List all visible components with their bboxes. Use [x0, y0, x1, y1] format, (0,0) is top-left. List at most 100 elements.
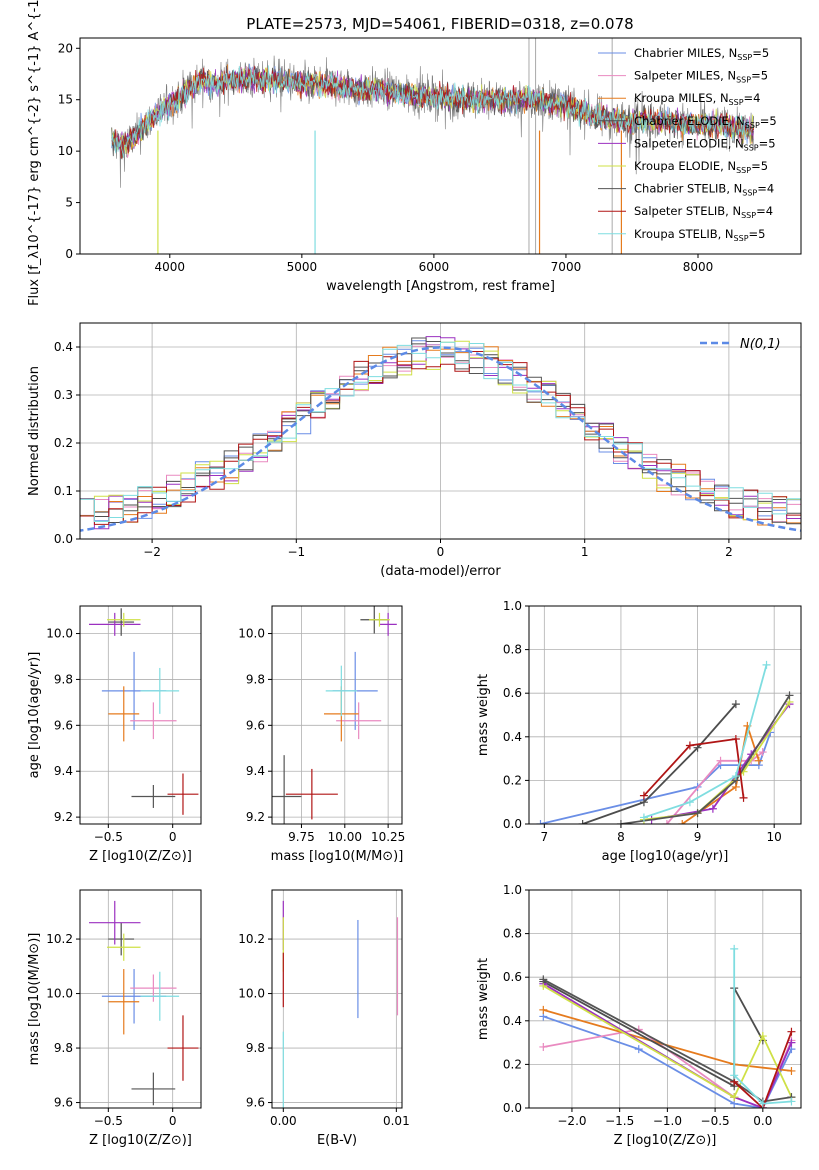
x-axis-label: Z [log10(Z/Z⊙)] — [614, 1133, 717, 1148]
legend-entry: Kroupa STELIB, NSSP=5 — [634, 227, 765, 243]
y-tick-label: 9.6 — [246, 1096, 265, 1110]
axes-frame — [528, 889, 802, 1109]
axes-frame — [271, 605, 403, 825]
normal-reference-curve — [80, 346, 801, 532]
weight-marker — [678, 820, 687, 824]
x-tick-label: 0.00 — [270, 1114, 297, 1128]
y-tick-label: 9.6 — [54, 718, 73, 732]
plot-area — [89, 608, 199, 815]
y-tick-label: 9.8 — [54, 1041, 73, 1055]
weight-marker — [785, 691, 794, 700]
x-axis-label: age [log10(age/yr)] — [602, 849, 729, 864]
weight-marker — [731, 700, 740, 709]
y-tick-label: 0.4 — [54, 340, 73, 354]
legend-entry: Chabrier MILES, NSSP=5 — [634, 46, 769, 62]
x-tick-label: 4000 — [155, 260, 186, 274]
y-tick-label: 9.4 — [54, 764, 73, 778]
y-tick-label: 9.2 — [54, 810, 73, 824]
x-tick-label: −0.5 — [94, 830, 123, 844]
errorbar-point — [130, 974, 177, 1002]
x-axis-label: Z [log10(Z/Z⊙)] — [89, 1133, 192, 1148]
weight-marker — [758, 1032, 767, 1041]
y-axis-label: Normed distribution — [27, 366, 42, 496]
errorbar-point — [130, 702, 177, 740]
weight-line-6 — [620, 694, 791, 824]
plot-area — [111, 38, 754, 254]
weight-marker — [730, 1093, 739, 1102]
weight-marker — [662, 820, 671, 824]
y-tick-label: 15 — [58, 93, 73, 107]
legend-entry: Chabrier ELODIE, NSSP=5 — [634, 114, 777, 130]
errorbar-point — [107, 612, 141, 627]
axes-frame — [79, 37, 802, 255]
x-tick-label: 8 — [617, 830, 625, 844]
weight-marker — [787, 1097, 796, 1106]
errorbar-point — [89, 900, 141, 945]
y-tick-label: 0.2 — [503, 1057, 522, 1071]
panel-mass-vs-Z: −0.5 0 9.6 9.8 10.0 10.2 Z [log10(Z/Z⊙)] mass [… — [27, 889, 202, 1148]
y-tick-label: 0.8 — [503, 643, 522, 657]
x-axis-label: wavelength [Angstrom, rest frame] — [326, 279, 555, 294]
panel-mass-vs-ebv: 0.00 0.01 9.6 9.8 10.0 10.2 E(B-V) — [238, 889, 410, 1148]
y-tick-label: 10.0 — [46, 987, 73, 1001]
y-tick-label: 1.0 — [503, 599, 522, 613]
x-axis-label: (data-model)/error — [380, 564, 501, 579]
y-tick-label: 0.2 — [54, 436, 73, 450]
y-tick-label: 0.1 — [54, 484, 73, 498]
panel-weights-vs-age: 7 8 9 10 0.0 0.2 0.4 0.6 0.8 1.0 age [log10(age/yr… — [476, 599, 802, 864]
x-tick-label: 10.25 — [371, 830, 405, 844]
x-tick-label: −1 — [287, 545, 305, 559]
y-tick-label: 9.6 — [54, 1096, 73, 1110]
y-tick-label: 1.0 — [503, 883, 522, 897]
weight-marker — [787, 1027, 796, 1036]
errorbar-point — [285, 768, 338, 820]
weight-marker — [754, 756, 763, 765]
errorbar-point — [140, 971, 180, 1021]
errorbar-point — [107, 933, 141, 961]
y-tick-label: 10.0 — [238, 987, 265, 1001]
x-tick-label: −2.0 — [557, 1114, 586, 1128]
x-tick-label: 9.75 — [288, 830, 315, 844]
panel-weights-vs-Z: −2.0 −1.5 −1.0 −0.5 0.0 0.0 0.2 0.4 0.6 0.8 1.0 Z [… — [476, 883, 802, 1148]
weight-marker — [616, 820, 625, 824]
weight-marker — [708, 804, 717, 813]
y-tick-label: 10 — [58, 144, 73, 158]
legend-entry: Salpeter STELIB, NSSP=4 — [634, 204, 773, 220]
y-tick-label: 0.0 — [503, 817, 522, 831]
x-tick-label: 1 — [581, 545, 589, 559]
weight-marker — [578, 820, 587, 824]
y-axis-label: age [log10(age/yr)] — [27, 652, 42, 779]
legend-entry: N(0,1) — [740, 337, 781, 352]
y-tick-label: 9.8 — [246, 1041, 265, 1055]
weight-line-8 — [733, 948, 792, 1105]
weight-marker — [730, 1071, 739, 1080]
panel-residuals: −2 −1 0 1 2 0.0 0.1 0.2 0.3 0.4 (data-model)/error… — [27, 322, 802, 579]
weight-marker — [739, 793, 748, 802]
weight-marker — [730, 944, 739, 953]
legend-entry: Kroupa MILES, NSSP=4 — [634, 91, 760, 107]
weight-marker — [634, 1045, 643, 1054]
y-tick-label: 5 — [65, 196, 73, 210]
weight-marker — [536, 820, 545, 824]
panel-age-vs-mass: 9.75 10.00 10.25 9.2 9.4 9.6 9.8 10.0 mass [log1… — [238, 605, 405, 864]
y-tick-label: 0.8 — [503, 927, 522, 941]
weight-marker — [758, 1099, 767, 1108]
x-tick-label: 0 — [169, 1114, 177, 1128]
weight-marker — [639, 813, 648, 822]
y-tick-label: 9.4 — [246, 764, 265, 778]
plot-area — [89, 900, 199, 1106]
errorbar-point — [108, 922, 135, 956]
weight-line-7 — [733, 1031, 793, 1108]
panel-spectrum: 4000 5000 6000 7000 8000 0 5 10 15 20 wavelength [… — [27, 0, 802, 306]
x-tick-label: −0.5 — [94, 1114, 123, 1128]
x-tick-label: 6000 — [419, 260, 450, 274]
x-tick-label: 0.0 — [753, 1114, 772, 1128]
x-tick-label: 2 — [725, 545, 733, 559]
x-axis-label: E(B-V) — [317, 1133, 357, 1148]
weight-line-4 — [542, 982, 793, 1108]
axes-frame — [79, 605, 202, 825]
weight-marker — [787, 1038, 796, 1047]
weight-marker — [685, 741, 694, 750]
